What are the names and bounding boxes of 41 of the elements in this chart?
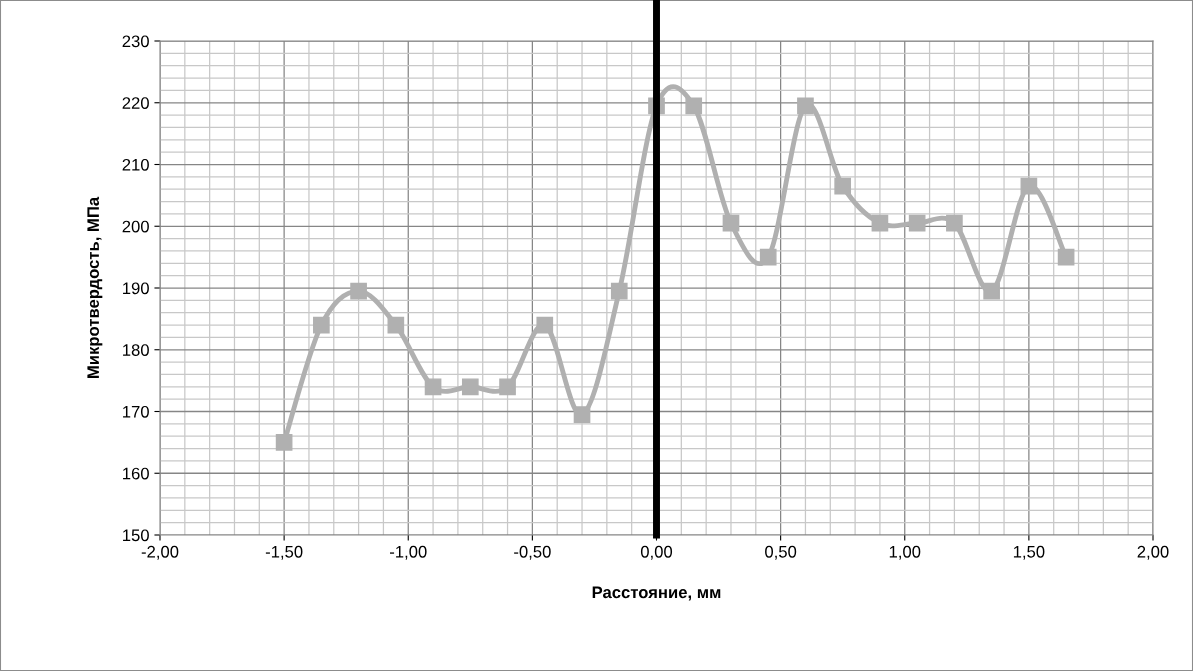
- x-axis-title: Расстояние, мм: [592, 586, 721, 601]
- point: [1057, 248, 1075, 266]
- point: [983, 282, 1000, 300]
- point: [499, 378, 516, 396]
- point: [946, 214, 963, 232]
- y-tick-label: 210: [122, 158, 149, 171]
- y-tick-label: 230: [122, 35, 149, 48]
- point: [461, 378, 479, 396]
- point: [536, 316, 554, 334]
- x-tick-label: 1,00: [889, 545, 921, 560]
- point: [387, 316, 405, 334]
- x-tick-label: -0,50: [514, 545, 551, 560]
- point: [1020, 177, 1038, 195]
- y-tick-label: 200: [122, 220, 149, 233]
- x-tick-label: -2,00: [141, 545, 179, 560]
- x-tick-label: 2,00: [1137, 545, 1169, 560]
- y-tick-label: 170: [123, 405, 149, 418]
- y-tick-label: 150: [123, 529, 149, 542]
- x-tick-label: 0,50: [765, 545, 797, 560]
- y-axis-title: Микротвердость, МПа: [87, 196, 103, 378]
- point: [275, 434, 293, 451]
- point: [797, 97, 814, 115]
- point: [834, 177, 852, 195]
- point: [424, 378, 442, 396]
- point: [610, 282, 628, 300]
- x-tick-label: -1,00: [390, 545, 427, 560]
- point: [759, 248, 777, 266]
- y-tick-label: 190: [123, 282, 149, 295]
- x-tick-label: 1,50: [1013, 545, 1045, 560]
- point: [313, 316, 330, 334]
- point: [573, 406, 591, 423]
- y-tick-label: 220: [122, 97, 149, 109]
- point: [685, 97, 703, 115]
- x-tick-label: 0,00: [640, 545, 673, 560]
- point: [350, 282, 367, 300]
- y-tick-label: 160: [123, 467, 149, 480]
- point: [908, 214, 926, 232]
- y-tick-label: 180: [123, 344, 149, 356]
- point: [871, 214, 889, 232]
- x-tick-label: -1,50: [265, 545, 303, 560]
- point: [722, 214, 740, 232]
